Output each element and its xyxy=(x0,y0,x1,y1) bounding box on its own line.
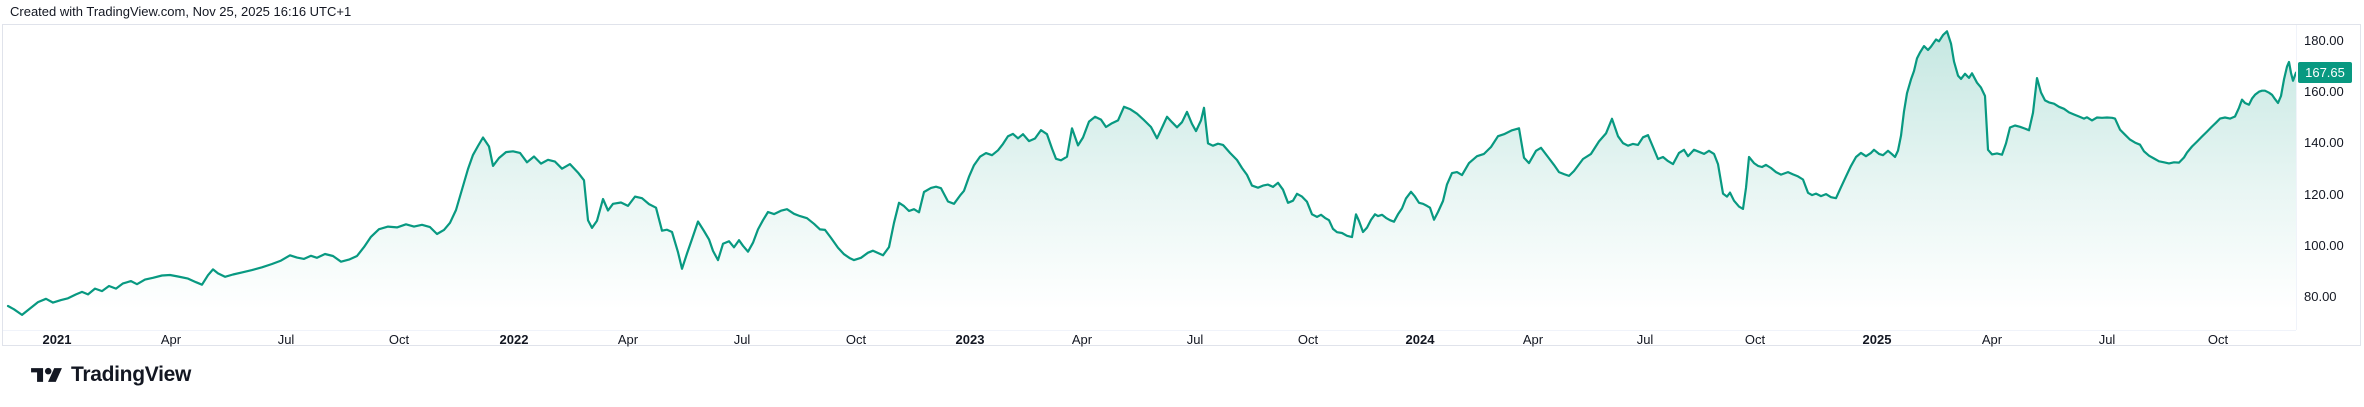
time-tick-year-label: 2025 xyxy=(1862,332,1892,347)
chart-widget: 180.00 160.00 140.00 120.00 100.00 80.00 167.… xyxy=(2,24,2361,347)
time-tick-month-label: Oct xyxy=(388,332,410,347)
price-tick-label: 100.00 xyxy=(2304,237,2344,253)
price-area-chart[interactable] xyxy=(3,25,2297,331)
time-tick-month-label: Jul xyxy=(2098,332,2116,347)
time-tick-month-label: Apr xyxy=(1071,332,1093,347)
time-axis[interactable]: 2021 Apr Jul Oct 2022 Apr Jul Oct 2023 Apr Jul Oct 2… xyxy=(3,330,2296,347)
price-tick-label: 80.00 xyxy=(2304,289,2337,304)
time-tick-month-label: Oct xyxy=(845,332,867,347)
series-line xyxy=(6,30,2297,316)
time-tick-month-label: Oct xyxy=(1744,332,1766,347)
price-tick-label: 180.00 xyxy=(2304,33,2344,48)
time-tick-year-label: 2023 xyxy=(955,332,985,347)
series-area-fill xyxy=(8,31,2296,327)
price-tick-label: 120.00 xyxy=(2304,186,2344,202)
tradingview-logo[interactable]: TradingView xyxy=(31,362,191,388)
time-tick-year-label: 2024 xyxy=(1405,332,1435,347)
time-tick-month-label: Jul xyxy=(1636,332,1654,347)
attribution-text: Created with TradingView.com, Nov 25, 20… xyxy=(10,4,352,19)
last-price-badge: 167.65 xyxy=(2298,62,2352,84)
time-tick-month-label: Oct xyxy=(2207,332,2229,347)
time-tick-month-label: Oct xyxy=(1297,332,1319,347)
time-tick-year-label: 2022 xyxy=(499,332,529,347)
time-tick-month-label: Apr xyxy=(1522,332,1544,347)
time-tick-month-label: Jul xyxy=(733,332,751,347)
tradingview-logo-icon xyxy=(31,367,62,382)
time-tick-year-label: 2021 xyxy=(42,332,72,347)
tradingview-logo-text: TradingView xyxy=(71,363,192,386)
price-axis[interactable]: 180.00 160.00 140.00 120.00 100.00 80.00 xyxy=(2296,25,2361,330)
price-tick-label: 140.00 xyxy=(2304,135,2344,151)
price-tick-label: 160.00 xyxy=(2304,84,2344,100)
time-tick-month-label: Apr xyxy=(1981,332,2003,347)
time-tick-month-label: Apr xyxy=(617,332,639,347)
time-tick-month-label: Apr xyxy=(160,332,182,347)
time-tick-month-label: Jul xyxy=(277,332,295,347)
time-tick-month-label: Jul xyxy=(1186,332,1204,347)
last-price-value: 167.65 xyxy=(2305,65,2345,81)
